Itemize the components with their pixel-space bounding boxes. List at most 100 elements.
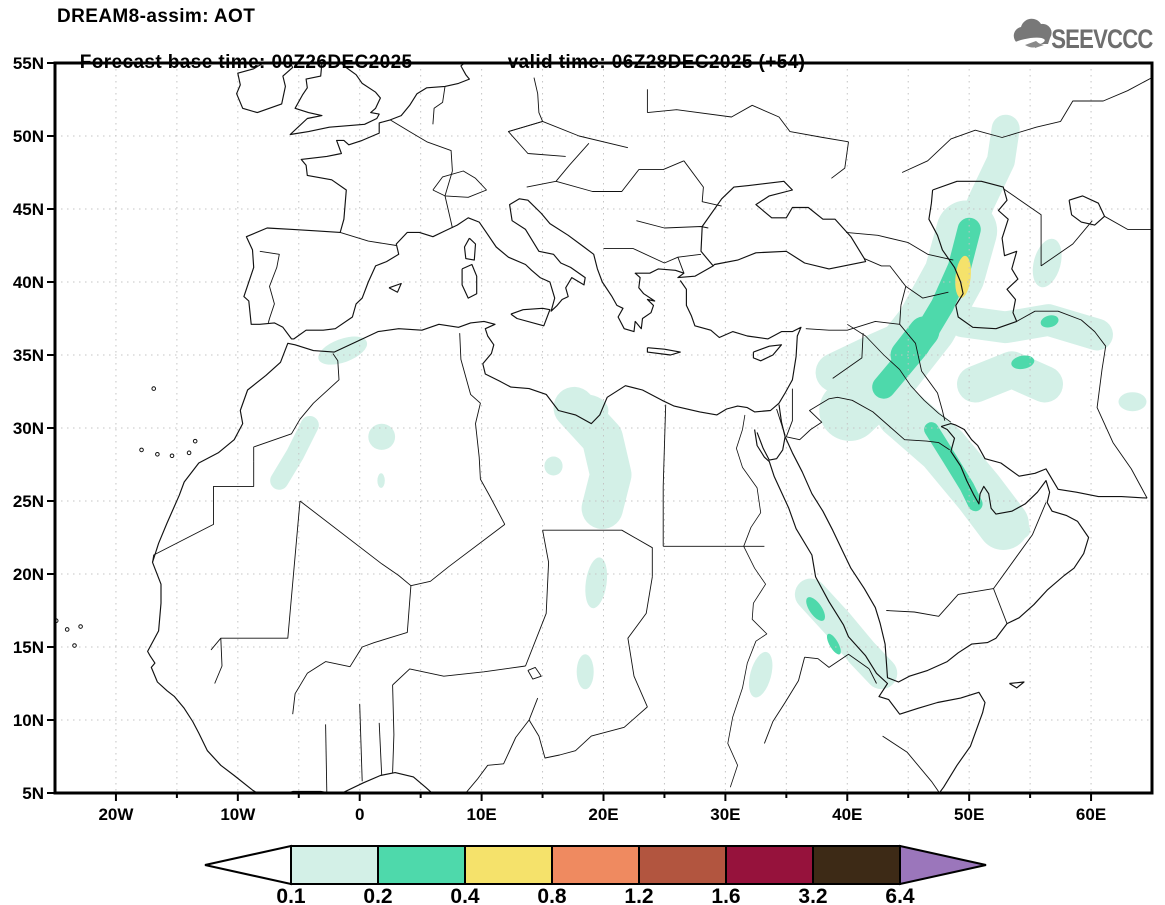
lat-tick-label: 25N bbox=[13, 492, 44, 511]
aot-region-spot bbox=[318, 336, 368, 365]
coastline bbox=[463, 237, 477, 261]
aot-region-spot bbox=[1118, 392, 1147, 412]
border-line bbox=[214, 638, 223, 684]
border-line bbox=[905, 286, 949, 299]
border-line bbox=[832, 333, 864, 379]
colorbar: 0.1 0.2 0.4 0.8 1.2 1.6 3.2 6.4 bbox=[204, 844, 987, 905]
page-title: DREAM8-assim: AOT bbox=[57, 6, 256, 27]
aot-region-band bbox=[270, 415, 319, 490]
border-line bbox=[525, 530, 550, 667]
island-mark bbox=[72, 643, 77, 648]
coastline bbox=[289, 63, 381, 136]
border-line bbox=[868, 668, 877, 684]
colorbar-tick-label: 1.2 bbox=[624, 885, 653, 905]
border-line bbox=[627, 576, 653, 708]
lon-tick-label: 20W bbox=[98, 805, 134, 824]
border-line bbox=[993, 588, 1008, 624]
aot-region-spot bbox=[1032, 238, 1062, 288]
lon-tick-label: 20E bbox=[588, 805, 618, 824]
valid-time-label: valid time: 06Z28DEC2025 (+54) bbox=[507, 52, 806, 73]
cloud-icon bbox=[1011, 18, 1052, 49]
coastline bbox=[1068, 195, 1106, 226]
border-line bbox=[776, 408, 786, 436]
border-line bbox=[647, 104, 849, 143]
colorbar-arrow-low bbox=[204, 844, 292, 886]
lon-tick-label: 30E bbox=[710, 805, 740, 824]
river-line bbox=[847, 323, 952, 423]
lat-tick-label: 40N bbox=[13, 273, 44, 292]
seevccc-logo bbox=[1011, 18, 1052, 49]
lon-tick-label: 40E bbox=[832, 805, 862, 824]
border-line bbox=[340, 231, 397, 246]
lon-tick-label: 60E bbox=[1076, 805, 1106, 824]
aot-region-spot bbox=[585, 557, 608, 609]
lat-tick-label: 10N bbox=[13, 711, 44, 730]
colorbar-tick-label: 0.4 bbox=[450, 885, 480, 905]
border-line bbox=[253, 353, 340, 462]
colorbar-box bbox=[638, 845, 727, 885]
colorbar-box bbox=[464, 845, 553, 885]
island-mark bbox=[192, 438, 198, 444]
colorbar-box bbox=[812, 845, 901, 885]
colorbar-tick-label: 0.2 bbox=[363, 885, 392, 905]
island-mark bbox=[186, 450, 192, 456]
border-line bbox=[378, 722, 383, 776]
aot-region-spot bbox=[1040, 315, 1059, 328]
island-mark bbox=[139, 447, 144, 453]
border-line bbox=[901, 77, 1152, 173]
border-line bbox=[259, 250, 280, 324]
subtitle: Forecast base time: 00Z26DEC2025 valid ti… bbox=[57, 30, 805, 96]
aot-region-spot bbox=[1010, 521, 1031, 539]
border-line bbox=[785, 388, 793, 437]
lon-tick-label: 0 bbox=[355, 805, 364, 824]
border-line bbox=[432, 86, 446, 125]
coastline bbox=[285, 772, 433, 793]
island-mark bbox=[151, 386, 157, 391]
border-line bbox=[389, 119, 453, 172]
colorbar-box bbox=[290, 845, 379, 885]
island-mark bbox=[78, 624, 83, 629]
border-line bbox=[459, 333, 506, 525]
border-line bbox=[831, 141, 849, 179]
colorbar-tick-label: 0.8 bbox=[537, 885, 567, 905]
island-mark bbox=[169, 453, 175, 459]
border-line bbox=[636, 220, 709, 229]
aot-region-band bbox=[957, 351, 1063, 403]
axes: 55N 50N 45N 40N 35N 30N 25N 20N 15N 10N 5N 20W 10W 0 1… bbox=[13, 54, 1106, 824]
aot-region-spot bbox=[806, 597, 826, 621]
colorbar-tick-label: 3.2 bbox=[798, 885, 827, 905]
border-line bbox=[993, 502, 1047, 589]
coastline bbox=[646, 347, 681, 356]
colorbar-box bbox=[725, 845, 814, 885]
coastline bbox=[388, 282, 402, 293]
border-line bbox=[292, 585, 412, 715]
border-line bbox=[864, 258, 907, 306]
border-line bbox=[555, 160, 685, 192]
lat-tick-label: 20N bbox=[13, 565, 44, 584]
border-line bbox=[1003, 188, 1042, 266]
border-line bbox=[444, 170, 453, 229]
aot-region-band bbox=[947, 304, 1113, 351]
border-line bbox=[846, 231, 954, 261]
border-line bbox=[432, 170, 487, 198]
border-line bbox=[763, 657, 806, 744]
lat-tick-label: 5N bbox=[22, 784, 44, 803]
aot-region-spot bbox=[576, 654, 594, 690]
border-line bbox=[882, 735, 941, 793]
aot-region-spot bbox=[368, 423, 396, 450]
border-line bbox=[603, 247, 685, 274]
coastline bbox=[236, 63, 294, 114]
lat-tick-label: 55N bbox=[13, 54, 44, 73]
coastline bbox=[784, 425, 1090, 683]
colorbar-arrow-high bbox=[899, 844, 987, 886]
border-line bbox=[542, 529, 653, 577]
border-line bbox=[526, 143, 590, 188]
border-line bbox=[325, 724, 328, 792]
coastlines-and-borders bbox=[55, 63, 1152, 793]
border-line bbox=[392, 665, 526, 686]
colorbar-box bbox=[551, 845, 640, 885]
aot-region-spot bbox=[955, 255, 971, 298]
colorbar-box bbox=[377, 845, 466, 885]
